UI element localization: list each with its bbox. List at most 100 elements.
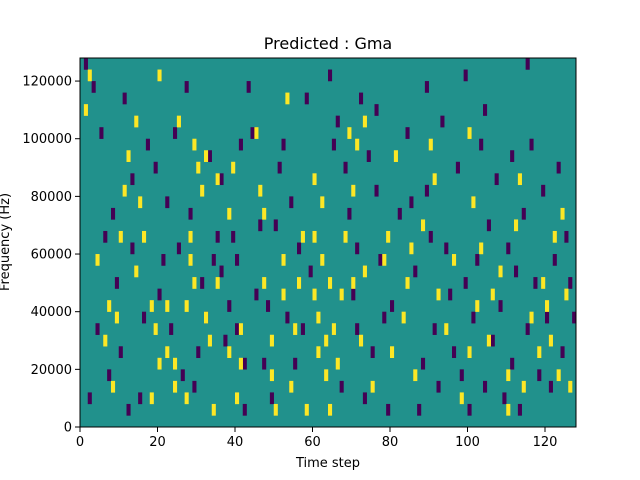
heatmap-cell-high xyxy=(386,230,391,243)
heatmap-cell-high xyxy=(401,311,406,324)
heatmap-cell-low xyxy=(382,311,387,324)
heatmap-cell-low xyxy=(347,207,352,220)
heatmap-cell-high xyxy=(262,207,267,220)
heatmap-cell-low xyxy=(196,346,201,359)
heatmap-cell-low xyxy=(207,150,212,162)
heatmap-cell-high xyxy=(165,346,170,359)
heatmap-cell-high xyxy=(471,196,476,209)
heatmap-cell-high xyxy=(475,300,480,312)
heatmap-cell-low xyxy=(471,311,476,324)
heatmap-cell-high xyxy=(312,288,317,301)
heatmap-cell-low xyxy=(510,357,515,370)
heatmap-cell-high xyxy=(157,357,162,370)
y-tick-label: 120000 xyxy=(22,75,72,90)
heatmap-cell-high xyxy=(335,357,340,370)
heatmap-cell-low xyxy=(432,323,437,335)
heatmap-cell-low xyxy=(355,323,360,335)
heatmap-cell-low xyxy=(479,138,484,151)
heatmap-cell-low xyxy=(308,265,313,278)
heatmap-cell-low xyxy=(114,277,119,289)
heatmap-cell-high xyxy=(118,230,123,243)
heatmap-cell-low xyxy=(273,219,278,232)
heatmap-cell-low xyxy=(359,92,364,105)
y-tick-label: 100000 xyxy=(22,132,72,147)
heatmap-cell-low xyxy=(374,184,379,197)
heatmap-cell-high xyxy=(479,242,484,255)
heatmap-cell-low xyxy=(378,254,383,266)
heatmap-cell-high xyxy=(231,161,236,174)
heatmap-cell-high xyxy=(207,334,212,347)
heatmap-cell-low xyxy=(351,288,356,301)
heatmap-cell-high xyxy=(304,403,309,416)
heatmap-cell-high xyxy=(328,403,333,416)
heatmap-cell-high xyxy=(258,184,263,197)
heatmap-cell-low xyxy=(215,230,220,243)
heatmap-cell-low xyxy=(238,138,243,151)
heatmap-cell-high xyxy=(200,184,205,197)
heatmap-cell-low xyxy=(142,311,147,324)
heatmap-cell-low xyxy=(421,357,426,370)
heatmap-cell-low xyxy=(246,81,251,93)
heatmap-cell-high xyxy=(297,277,302,289)
heatmap-cell-low xyxy=(405,127,410,139)
heatmap-cell-low xyxy=(300,323,305,335)
heatmap-cell-low xyxy=(390,300,395,312)
heatmap-cell-low xyxy=(374,104,379,116)
y-tick-label: 20000 xyxy=(31,363,72,378)
heatmap-cell-low xyxy=(517,403,522,416)
heatmap-cell-high xyxy=(490,288,495,301)
heatmap-cell-high xyxy=(227,346,232,359)
heatmap-cell-low xyxy=(262,357,267,370)
heatmap-cell-low xyxy=(95,323,100,335)
heatmap-cell-high xyxy=(289,380,294,393)
heatmap-cell-high xyxy=(405,277,410,289)
heatmap-cell-low xyxy=(467,403,472,416)
heatmap-cell-low xyxy=(219,265,224,278)
heatmap-cell-high xyxy=(107,300,112,312)
heatmap-cell-high xyxy=(192,277,197,289)
heatmap-cell-low xyxy=(91,81,96,93)
heatmap-cell-high xyxy=(95,254,100,266)
heatmap-cell-low xyxy=(355,242,360,255)
heatmap-cell-high xyxy=(114,311,119,324)
heatmap-cell-low xyxy=(483,380,488,393)
heatmap-cell-low xyxy=(173,127,178,139)
heatmap-cell-high xyxy=(517,173,522,186)
heatmap-cells xyxy=(83,58,577,416)
heatmap-cell-low xyxy=(335,115,340,128)
heatmap-cell-high xyxy=(122,184,127,197)
x-tick-label: 20 xyxy=(149,435,166,450)
heatmap-cell-low xyxy=(417,403,422,416)
heatmap-cell-high xyxy=(421,219,426,232)
heatmap-cell-low xyxy=(157,288,162,301)
chart-title: Predicted : Gma xyxy=(264,34,392,53)
heatmap-cell-high xyxy=(537,346,542,359)
heatmap-cell-low xyxy=(223,334,228,347)
heatmap-cell-low xyxy=(486,219,491,232)
heatmap-cell-high xyxy=(134,265,139,278)
heatmap-cell-low xyxy=(130,173,135,186)
heatmap-cell-low xyxy=(362,392,367,405)
heatmap-cell-low xyxy=(494,173,499,186)
heatmap-cell-low xyxy=(366,150,371,162)
heatmap-cell-high xyxy=(320,254,325,266)
heatmap-cell-low xyxy=(475,254,480,266)
heatmap-cell-low xyxy=(242,357,247,370)
heatmap-cell-low xyxy=(169,323,174,335)
heatmap-cell-high xyxy=(560,207,565,220)
heatmap-cell-low xyxy=(560,346,565,359)
heatmap-cell-high xyxy=(541,277,546,289)
heatmap-cell-high xyxy=(452,254,457,266)
heatmap-cell-low xyxy=(490,334,495,347)
heatmap-cell-high xyxy=(134,115,139,128)
heatmap-cell-high xyxy=(238,357,243,370)
heatmap-cell-high xyxy=(196,161,201,174)
heatmap-cell-high xyxy=(467,346,472,359)
heatmap-cell-high xyxy=(149,300,154,312)
heatmap-cell-high xyxy=(521,380,526,393)
heatmap-cell-low xyxy=(269,392,274,405)
heatmap-cell-low xyxy=(548,380,553,393)
heatmap-cell-low xyxy=(459,369,464,382)
heatmap-cell-low xyxy=(87,392,92,405)
heatmap-cell-high xyxy=(312,230,317,243)
